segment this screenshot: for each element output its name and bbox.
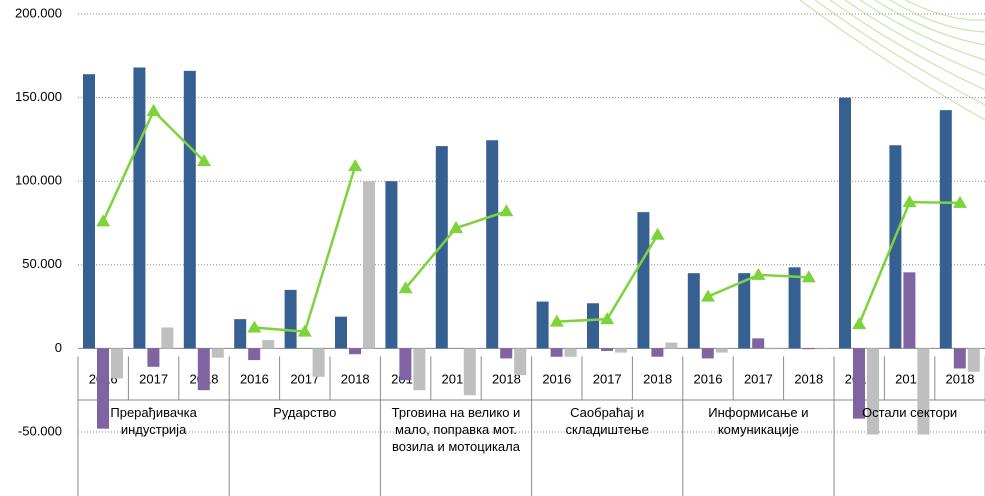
bar xyxy=(111,348,123,378)
bar xyxy=(399,348,411,380)
group-label: Саобраћај и складиштење xyxy=(536,404,679,438)
x-tick-label: 2018 xyxy=(643,371,672,386)
x-tick-label: 2018 xyxy=(794,371,823,386)
bar xyxy=(917,348,929,434)
marker xyxy=(852,317,866,329)
group-label: Информисање и комуникације xyxy=(687,404,830,438)
group-label: Трговина на велико и мало, поправка мот.… xyxy=(384,404,527,455)
bar xyxy=(702,348,714,358)
bar xyxy=(184,71,196,349)
bar xyxy=(514,348,526,375)
bar xyxy=(688,273,700,348)
x-tick-label: 2018 xyxy=(341,371,370,386)
y-tick-label: -50.000 xyxy=(18,423,62,438)
bar xyxy=(968,348,980,371)
bar xyxy=(198,348,210,390)
bar xyxy=(234,319,246,348)
bar xyxy=(839,98,851,349)
marker xyxy=(147,104,161,116)
decoration xyxy=(800,0,985,120)
bar xyxy=(615,348,627,352)
bar xyxy=(817,348,829,349)
bar xyxy=(436,146,448,348)
x-tick-label: 2016 xyxy=(694,371,723,386)
x-tick-label: 2016 xyxy=(542,371,571,386)
bar xyxy=(313,348,325,376)
bar xyxy=(587,303,599,348)
bar xyxy=(954,348,966,368)
bar xyxy=(537,302,549,349)
y-tick-label: 50.000 xyxy=(22,256,62,271)
bar xyxy=(738,273,750,348)
bar xyxy=(716,348,728,352)
bar xyxy=(486,140,498,348)
bar xyxy=(262,340,274,348)
group-label: Прерађивачка индустрија xyxy=(82,404,225,438)
marker xyxy=(348,159,362,171)
x-tick-label: 2017 xyxy=(593,371,622,386)
bar xyxy=(212,348,224,357)
x-tick-label: 2017 xyxy=(139,371,168,386)
bar xyxy=(651,348,663,356)
marker xyxy=(247,321,261,333)
bar xyxy=(500,348,512,358)
marker xyxy=(96,214,110,226)
bar xyxy=(464,348,476,395)
x-tick-label: 2017 xyxy=(744,371,773,386)
bar xyxy=(248,348,260,360)
bar xyxy=(413,348,425,390)
y-tick-label: 0 xyxy=(55,340,62,355)
marker xyxy=(499,204,513,216)
bar xyxy=(349,348,361,354)
bar xyxy=(803,348,815,349)
bar xyxy=(133,68,145,349)
y-tick-label: 200.000 xyxy=(15,5,62,20)
bar xyxy=(147,348,159,366)
bar xyxy=(637,212,649,348)
bar xyxy=(601,348,613,351)
line xyxy=(254,166,355,332)
y-tick-label: 150.000 xyxy=(15,89,62,104)
bar xyxy=(766,348,778,349)
bar xyxy=(385,181,397,348)
bar xyxy=(940,110,952,348)
group-label: Рударство xyxy=(233,404,376,421)
bar xyxy=(565,348,577,356)
bar xyxy=(752,338,764,348)
x-tick-label: 2016 xyxy=(240,371,269,386)
bar xyxy=(551,348,563,356)
bar xyxy=(363,181,375,348)
x-tick-label: 2018 xyxy=(946,371,975,386)
bar xyxy=(867,348,879,434)
bar xyxy=(903,272,915,348)
page: -50.000 0 50.000 100.000 150.000 200.000 2016 2… xyxy=(0,0,985,496)
bar xyxy=(789,267,801,348)
bar xyxy=(83,74,95,348)
y-tick-label: 100.000 xyxy=(15,173,62,188)
bar xyxy=(285,290,297,349)
bar xyxy=(335,317,347,349)
marker xyxy=(651,228,665,240)
bar xyxy=(161,328,173,349)
group-label: Остали сектори xyxy=(838,404,981,421)
bar xyxy=(665,343,677,349)
